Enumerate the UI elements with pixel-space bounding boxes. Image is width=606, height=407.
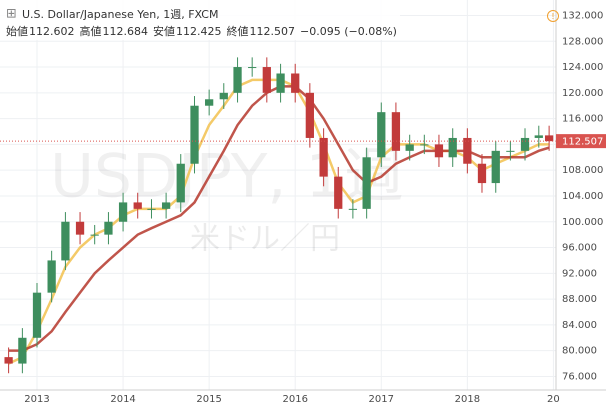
candle-body	[334, 176, 343, 209]
candle-body	[506, 150, 515, 152]
x-tick-label: 2016	[282, 394, 307, 405]
x-tick-label: 2014	[110, 394, 135, 405]
y-tick-label: 92.000	[562, 268, 597, 279]
y-tick-label: 132.000	[562, 10, 603, 21]
y-tick-label: 84.000	[562, 320, 597, 331]
candle-body	[362, 157, 371, 209]
watermark-sub: 米ドル／円	[190, 222, 340, 257]
candle-body	[434, 144, 444, 158]
candle-body	[291, 73, 300, 93]
candle-body	[75, 221, 85, 235]
ohlc-legend: 始値 112.602 高値 112.684 安値 112.425 終値 112.507 −0.0…	[6, 24, 397, 38]
alert-icon[interactable]	[547, 10, 559, 22]
ohlc-label: 始値	[6, 24, 28, 38]
candle-body	[348, 208, 358, 210]
candle-body	[463, 137, 472, 164]
y-tick-label: 76.000	[562, 371, 597, 382]
candle-body	[520, 137, 530, 151]
candle-body	[491, 150, 500, 184]
candle-body	[544, 135, 554, 142]
x-tick-label: 2018	[455, 394, 480, 405]
candle-body	[32, 292, 42, 338]
candle-body	[534, 135, 543, 138]
candle-body	[205, 99, 214, 106]
candle-body	[133, 202, 142, 209]
x-tick-label: 20	[547, 394, 560, 405]
y-tick-label: 96.000	[562, 243, 597, 254]
ohlc-value: 112.425	[176, 25, 222, 38]
candle-body	[118, 202, 128, 222]
candle-body	[276, 73, 285, 93]
x-tick-label: 2015	[196, 394, 221, 405]
candle-body	[377, 112, 386, 158]
ohlc-label: 安値	[153, 24, 175, 38]
change: −0.095 (−0.08%)	[300, 25, 397, 38]
candle-body	[319, 137, 328, 177]
candle-body	[18, 337, 27, 364]
y-tick-label: 128.000	[562, 36, 603, 47]
candle-body	[391, 112, 401, 151]
y-tick-label: 120.000	[562, 88, 603, 99]
candle-body	[477, 163, 487, 184]
candle-body	[248, 67, 257, 69]
x-tick-label: 2017	[369, 394, 394, 405]
candle-body	[305, 92, 314, 138]
symbol-title[interactable]: U.S. Dollar/Japanese Yen, 1週, FXCM	[22, 8, 218, 21]
y-tick-label: 88.000	[562, 294, 597, 305]
candle-body	[262, 67, 271, 93]
y-tick-label: 108.000	[562, 165, 603, 176]
legend-bg	[0, 0, 400, 40]
candle-body	[104, 221, 113, 235]
candle-body	[4, 357, 13, 364]
candle-body	[448, 137, 457, 158]
ohlc-value: 112.684	[103, 25, 149, 38]
watermark: USDJPY, 1週	[50, 142, 404, 212]
plot	[0, 57, 556, 374]
candle-body	[176, 163, 185, 203]
candle-body	[47, 260, 56, 293]
candle-body	[90, 234, 99, 236]
ohlc-value: 112.602	[29, 25, 75, 38]
candle-body	[190, 105, 199, 164]
candle-body	[405, 144, 414, 151]
candle-body	[219, 92, 228, 100]
last-price-label: 112.507	[562, 137, 603, 148]
ohlc-label: 高値	[80, 24, 102, 38]
y-tick-label: 104.000	[562, 191, 603, 202]
candle-body	[420, 144, 429, 146]
y-tick-label: 80.000	[562, 346, 597, 357]
alert-icon-mark: !	[551, 12, 554, 21]
y-tick-label: 116.000	[562, 114, 603, 125]
y-tick-label: 124.000	[562, 62, 603, 73]
candle-body	[61, 221, 70, 261]
x-tick-label: 2013	[24, 394, 49, 405]
candle-body	[233, 67, 242, 93]
ohlc-value: 112.507	[250, 25, 296, 38]
candle-body	[161, 202, 171, 209]
candle-body	[147, 208, 156, 210]
y-tick-label: 100.000	[562, 217, 603, 228]
price-axis	[556, 0, 606, 390]
crosshair-icon[interactable]: ⊞	[6, 7, 17, 22]
last-price-box	[556, 134, 606, 149]
ohlc-label: 終値	[227, 24, 249, 38]
